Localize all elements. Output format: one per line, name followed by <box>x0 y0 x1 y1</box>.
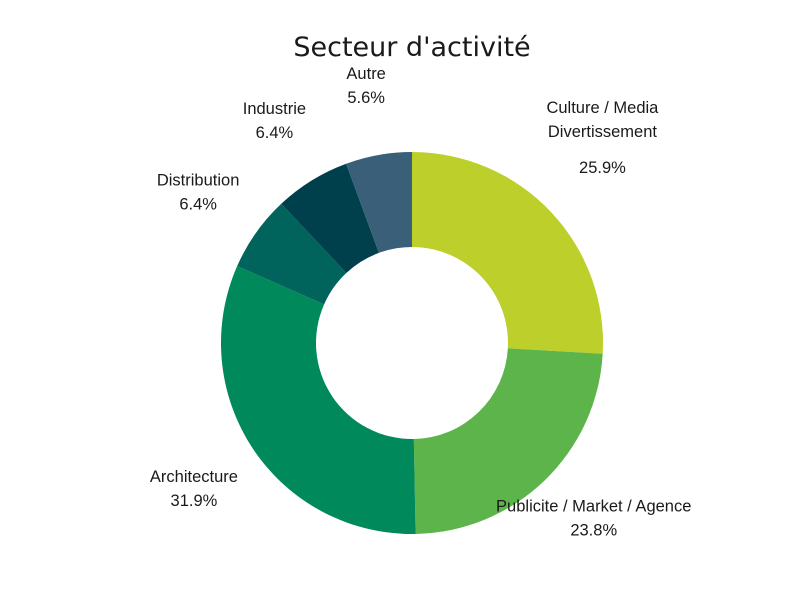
slice-label-4: Industrie 6.4% <box>243 100 306 142</box>
slice-label-0: Culture / Media Divertissement 25.9% <box>546 99 659 177</box>
slice-value-label: 6.4% <box>179 196 217 214</box>
slice-value-label: 25.9% <box>579 159 626 177</box>
slices-group <box>220 152 603 534</box>
slice-2 <box>220 266 416 534</box>
slice-1 <box>413 348 603 534</box>
slice-4 <box>281 163 379 274</box>
chart-title: Secteur d'activité <box>293 32 530 63</box>
slice-3 <box>237 203 347 305</box>
slice-category-label: Publicite / Market / Agence <box>496 498 691 516</box>
slice-label-5: Autre 5.6% <box>346 65 385 107</box>
slice-value-label: 31.9% <box>171 492 218 510</box>
slice-label-1: Publicite / Market / Agence 23.8% <box>496 498 691 540</box>
slice-category-label: Divertissement <box>548 123 658 141</box>
slice-category-label: Culture / Media <box>546 99 659 117</box>
slice-label-2: Architecture 31.9% <box>150 468 238 510</box>
slice-category-label: Architecture <box>150 468 238 486</box>
slice-label-3: Distribution 6.4% <box>157 172 240 214</box>
slice-value-label: 6.4% <box>256 124 294 142</box>
slice-value-label: 23.8% <box>570 522 617 540</box>
slice-category-label: Distribution <box>157 172 240 190</box>
slice-category-label: Autre <box>346 65 385 83</box>
slice-5 <box>346 152 412 253</box>
slice-value-label: 5.6% <box>347 89 385 107</box>
slice-category-label: Industrie <box>243 100 306 118</box>
slice-0 <box>412 152 603 354</box>
labels-group: Culture / Media Divertissement 25.9% Public… <box>150 65 692 540</box>
